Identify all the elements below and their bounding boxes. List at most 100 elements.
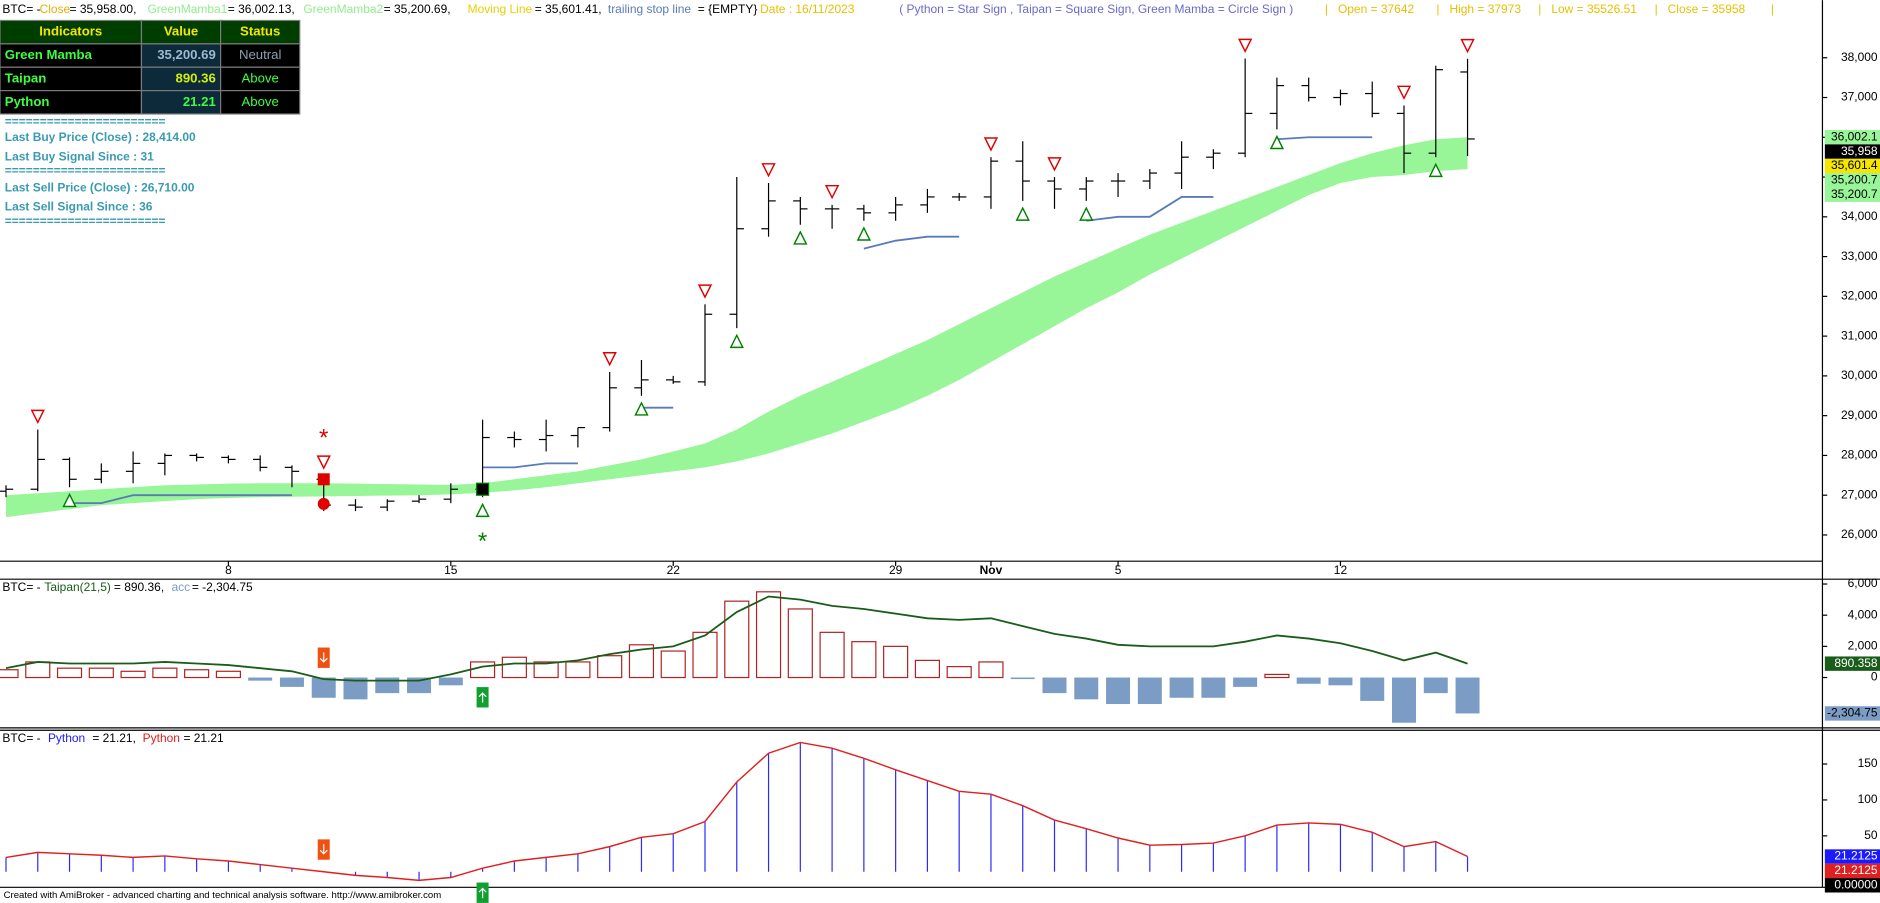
buy-triangle [1079,206,1094,221]
taipan-bar [343,677,368,700]
table-cell-text: Neutral [239,47,282,62]
trailing-stop-line [1276,136,1373,141]
date-label: 8 [225,563,232,577]
buy-triangle [729,333,744,349]
trailing-stop-line [863,235,960,250]
pane-title: Python [143,731,180,745]
taipan-bar [628,644,655,679]
value-badge-label: 35,200.7 [1831,187,1878,201]
y-tick-label: 29,000 [1841,408,1878,422]
buy-triangle [1015,206,1030,221]
taipan-bar [248,677,273,681]
value-badge-label: 21.2125 [1834,849,1878,863]
value-badge-label: 35,601.4 [1831,158,1878,172]
value-badge [1824,187,1880,202]
header-text: = 36,002.13, [228,2,295,16]
pane-title: Taipan(21,5) [44,580,111,594]
header-text: = 35,200.69, [384,2,451,16]
info-line: Last Sell Signal Since : 36 [5,200,153,214]
taipan-bar [1296,677,1321,684]
trailing-stop-line [69,494,292,505]
value-badge-label: 0.00000 [1834,877,1878,891]
sell-triangle [1237,38,1253,53]
value-badge [1824,849,1880,864]
value-badge [1824,706,1880,721]
taipan-bar [1455,677,1480,714]
table-cell-text: Taipan [5,70,46,85]
value-badge-label: 35,200.7 [1831,173,1878,187]
y-tick-label: 4,000 [1848,607,1878,621]
pane-title: acc [171,580,190,594]
y-tick-label: 26,000 [1841,527,1878,541]
header-text: = {EMPTY} [698,2,758,16]
header-text: BTC= - [2,2,40,16]
buy-triangle [475,502,490,518]
sell-triangle [983,137,999,152]
date-label: 5 [1115,563,1122,577]
buy-triangle [856,226,872,241]
sell-triangle [1396,85,1412,100]
taipan-bar [120,670,146,679]
taipan-bar [533,661,559,679]
taipan-bar [438,677,463,686]
y-tick-label: 6,000 [1848,576,1878,590]
value-badge [1824,144,1880,159]
sell-triangle [316,455,331,470]
header-text: | Low = 35526.51 [1538,2,1637,16]
taipan-bar [1423,677,1448,694]
indicator-table: Indicators Value Status Green Mamba 35,200.6… [0,19,301,115]
header-text: GreenMamba2 [303,2,383,16]
y-tick-label: 150 [1858,756,1878,770]
y-tick-label: 28,000 [1841,448,1878,462]
taipan-bar [1392,677,1416,723]
arrow-glyph [478,692,487,703]
taipan-bar [1106,677,1131,705]
header-text: trailing stop line [608,2,692,16]
header-text: | Close = 35958 [1655,2,1746,16]
value-badge-label: 890.358 [1834,656,1878,670]
sell-triangle [30,409,45,424]
pane-title: = 21.21, [92,731,136,745]
table-cell [220,90,301,115]
taipan-bar [978,661,1004,679]
info-line: ======================= [5,164,166,178]
header-text: | Open = 37642 [1325,2,1415,16]
y-tick-label: 31,000 [1841,328,1878,342]
taipan-bar [565,661,591,679]
taipan-bar [787,608,813,679]
info-line: ======================= [5,214,166,228]
table-header: Indicators [39,24,102,39]
value-badge-label: 36,002.1 [1831,129,1878,143]
taipan-bar [724,600,750,679]
sell-triangle [1047,157,1062,172]
taipan-square [475,482,490,496]
taipan-bar [501,656,527,679]
info-line: Last Buy Price (Close) : 28,414.00 [5,130,196,144]
taipan-bar [755,591,782,679]
taipan-bar [184,669,210,679]
table-cell-text: Above [241,70,278,85]
date-label: 15 [444,563,458,577]
date-label: 22 [667,563,681,577]
taipan-line [5,595,1468,682]
pane-title: = 21.21 [183,731,224,745]
table-cell-text: Above [241,94,278,109]
y-tick-label: 100 [1858,792,1878,806]
value-badge-label: -2,304.75 [1827,706,1878,720]
table-cell-text: Green Mamba [5,47,93,62]
arrow-glyph [478,887,487,899]
taipan-bar [597,655,623,679]
arrow-glyph [319,844,328,855]
pane-title: BTC= - [2,580,40,594]
header-text: ( Python = Star Sign , Taipan = Square S… [899,2,1293,16]
y-tick-label: 27,000 [1841,487,1878,501]
taipan-bar [1074,677,1099,700]
buy-triangle [62,492,77,508]
green-mamba-circle [317,497,330,510]
taipan-bar [660,650,686,679]
sell-triangle [1460,38,1475,54]
taipan-bar [851,641,877,679]
pane-title: = -2,304.75 [192,580,253,594]
value-badge [1824,173,1880,188]
